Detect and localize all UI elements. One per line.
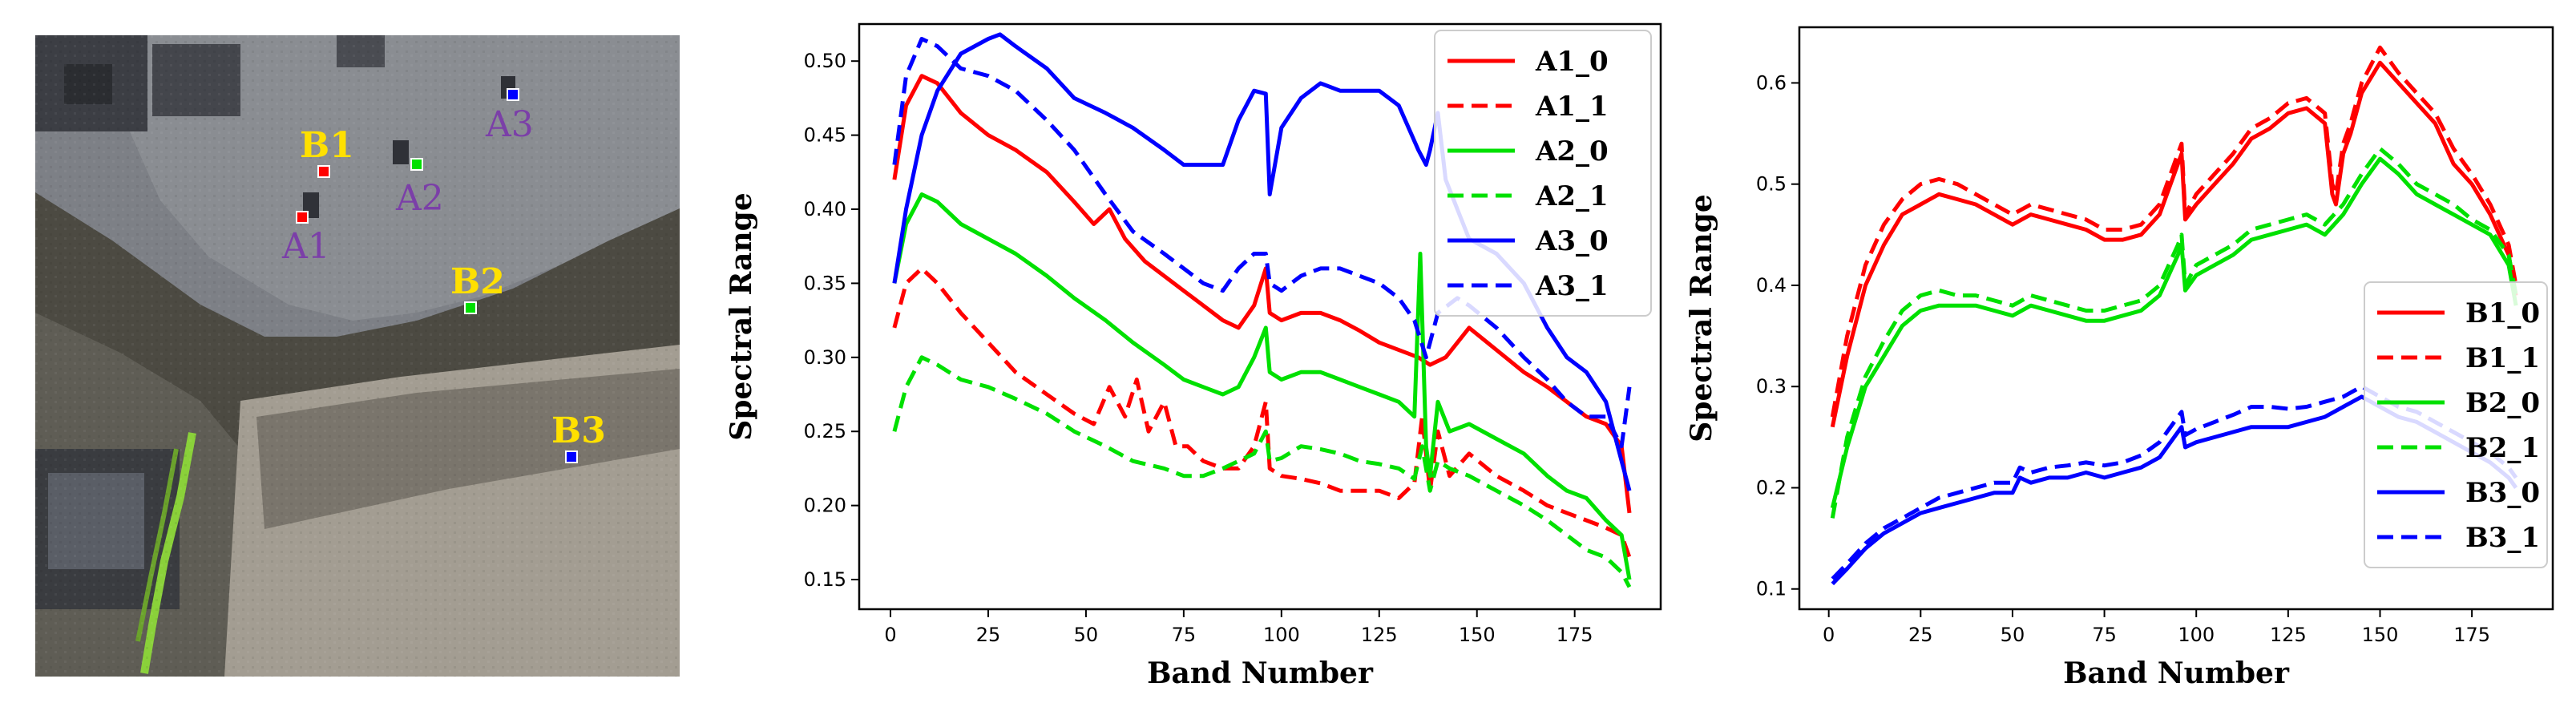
plot-frame bbox=[858, 22, 1662, 611]
x-tick-label: 100 bbox=[1263, 624, 1300, 646]
y-tick-label: 0.15 bbox=[804, 568, 846, 591]
hyperspectral-image-panel: B1 A1 A2 A3 B2 B3 bbox=[0, 0, 689, 704]
scene-image: B1 A1 A2 A3 B2 B3 bbox=[35, 35, 680, 677]
legend: A1_0 A1_1 A2_0 A2_1 A3_0 A3_1 bbox=[1434, 30, 1652, 317]
series-line-a3-1 bbox=[892, 37, 1632, 449]
legend-entry: A1_0 bbox=[1535, 46, 1609, 78]
series-line-a2-0 bbox=[892, 192, 1632, 580]
legend-entry: A2_1 bbox=[1535, 180, 1609, 212]
marker-label-b2: B2 bbox=[450, 261, 505, 302]
y-tick-label: 0.45 bbox=[804, 124, 846, 147]
chart-a-svg: Band Number Spectral Range 0 25 50 75 100 125… bbox=[725, 22, 1662, 690]
legend-entry: B2_1 bbox=[2465, 432, 2540, 464]
chart-b-svg: Band Number Spectral Range 0 25 50 75 100 125… bbox=[1685, 26, 2554, 690]
x-tick-label: 75 bbox=[1172, 624, 1197, 646]
legend-entry: B1_0 bbox=[2465, 297, 2540, 329]
x-tick-label: 125 bbox=[2270, 624, 2307, 646]
x-tick-label: 50 bbox=[1074, 624, 1099, 646]
x-tick-label: 150 bbox=[2362, 624, 2399, 646]
x-tick-label: 175 bbox=[1557, 624, 1593, 646]
vehicle bbox=[393, 140, 409, 164]
legend-entry: B1_1 bbox=[2465, 342, 2540, 374]
y-tick-label: 0.6 bbox=[1756, 71, 1787, 94]
y-tick-label: 0.1 bbox=[1756, 578, 1787, 600]
marker-a1 bbox=[296, 211, 309, 224]
y-axis-label: Spectral Range bbox=[725, 192, 758, 440]
y-tick-label: 0.25 bbox=[804, 420, 846, 442]
marker-a3 bbox=[507, 88, 519, 101]
marker-label-b1: B1 bbox=[300, 125, 354, 166]
legend-entry: A1_1 bbox=[1535, 91, 1609, 123]
series-line-b2-1 bbox=[1830, 147, 2518, 519]
legend-entry: A3_0 bbox=[1535, 225, 1609, 257]
marker-label-a3: A3 bbox=[485, 104, 534, 145]
marker-b2 bbox=[464, 301, 477, 314]
y-tick-label: 0.40 bbox=[804, 198, 846, 220]
legend-box bbox=[1434, 30, 1652, 317]
x-tick-label: 25 bbox=[1908, 624, 1933, 646]
x-tick-label: 100 bbox=[2178, 624, 2215, 646]
x-tick-label: 125 bbox=[1361, 624, 1398, 646]
spectral-chart-b: Band Number Spectral Range 0 25 50 75 100 125… bbox=[1683, 0, 2576, 704]
legend: B1_0 B1_1 B2_0 B2_1 B3_0 B3_1 bbox=[2364, 281, 2548, 568]
plot-frame bbox=[1798, 26, 2554, 611]
y-tick-label: 0.3 bbox=[1756, 375, 1787, 398]
x-tick-label: 0 bbox=[884, 624, 896, 646]
y-tick-label: 0.5 bbox=[1756, 173, 1787, 196]
series-line-a2-1 bbox=[892, 355, 1632, 588]
series-line-b3-1 bbox=[1831, 384, 2518, 580]
x-tick-label: 0 bbox=[1823, 624, 1835, 646]
marker-b3 bbox=[565, 450, 578, 463]
series-line-a1-0 bbox=[892, 74, 1632, 514]
y-tick-label: 0.20 bbox=[804, 495, 846, 517]
image-texture bbox=[35, 35, 680, 677]
y-tick-label: 0.2 bbox=[1756, 476, 1787, 499]
x-tick-label: 25 bbox=[976, 624, 1001, 646]
x-axis-label: Band Number bbox=[2063, 656, 2290, 690]
x-tick-label: 150 bbox=[1459, 624, 1496, 646]
series-line-b1-0 bbox=[1830, 60, 2518, 428]
x-tick-label: 75 bbox=[2092, 624, 2117, 646]
y-axis-label: Spectral Range bbox=[1685, 194, 1718, 442]
legend-entry: A2_0 bbox=[1535, 135, 1609, 168]
y-tick-label: 0.35 bbox=[804, 272, 846, 294]
y-tick-label: 0.50 bbox=[804, 50, 846, 72]
marker-label-a1: A1 bbox=[281, 226, 330, 267]
legend-entry: B2_0 bbox=[2465, 387, 2540, 419]
x-tick-label: 50 bbox=[2001, 624, 2025, 646]
marker-label-a2: A2 bbox=[395, 178, 444, 219]
legend-box bbox=[2364, 281, 2548, 568]
y-tick-label: 0.4 bbox=[1756, 274, 1787, 297]
marker-b1 bbox=[317, 165, 330, 178]
series-line-b1-1 bbox=[1830, 45, 2518, 418]
legend-entry: B3_1 bbox=[2465, 522, 2540, 554]
legend-entry: A3_1 bbox=[1535, 270, 1609, 302]
y-tick-label: 0.30 bbox=[804, 346, 846, 369]
marker-a2 bbox=[410, 158, 423, 171]
spectral-chart-a: Band Number Spectral Range 0 25 50 75 100 125… bbox=[689, 0, 1683, 704]
legend-entry: B3_0 bbox=[2465, 477, 2540, 509]
x-axis-label: Band Number bbox=[1147, 656, 1374, 690]
x-tick-label: 175 bbox=[2453, 624, 2490, 646]
marker-label-b3: B3 bbox=[551, 410, 606, 451]
